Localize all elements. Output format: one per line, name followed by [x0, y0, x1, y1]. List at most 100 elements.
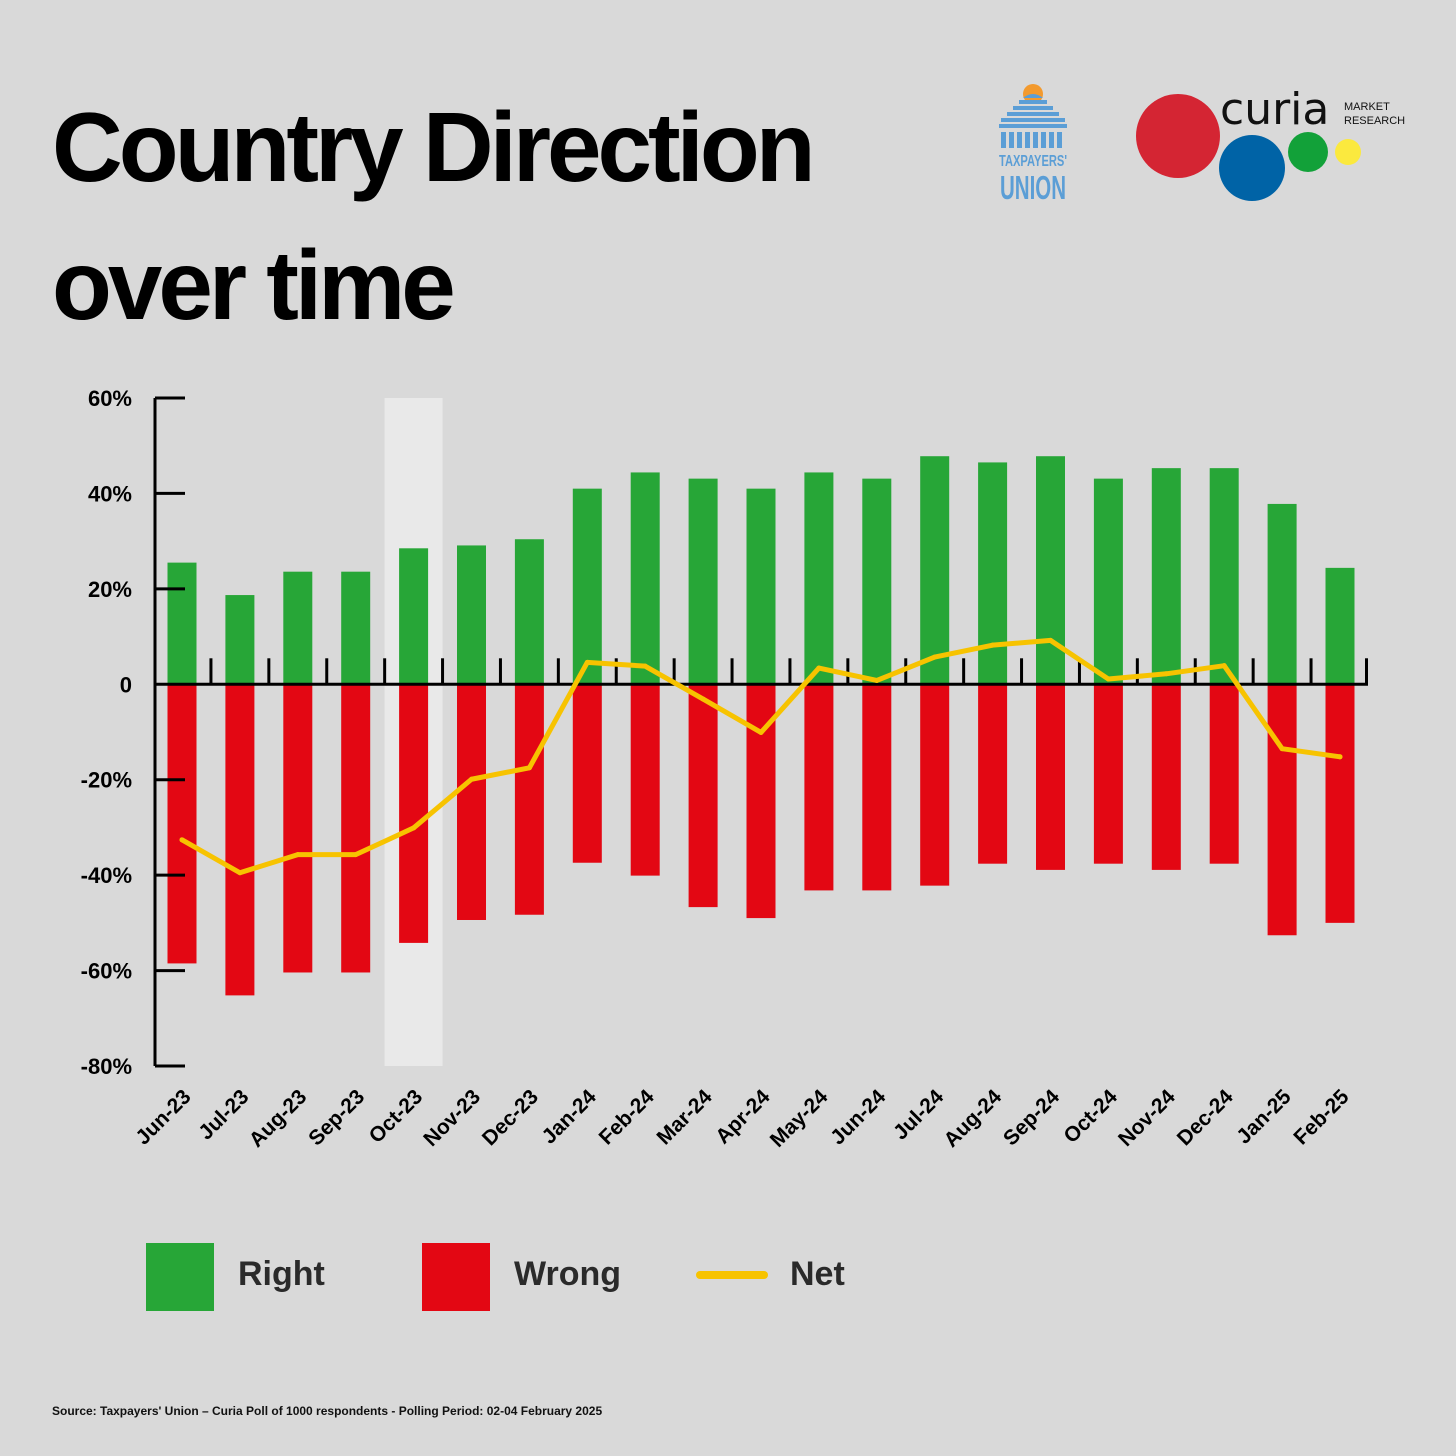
- bar-right-jun-23: [167, 562, 197, 685]
- legend-swatch-wrong: [422, 1243, 490, 1311]
- x-label-jan-24: Jan-24: [538, 1085, 602, 1149]
- net-point-apr-24: [758, 729, 764, 735]
- x-label-oct-24: Oct-24: [1059, 1085, 1122, 1148]
- bar-right-jan-24: [572, 488, 602, 685]
- bar-right-dec-23: [514, 539, 544, 685]
- net-point-oct-24: [1105, 676, 1111, 682]
- bar-wrong-sep-23: [341, 684, 371, 973]
- bar-wrong-feb-24: [630, 684, 660, 876]
- bar-wrong-may-24: [804, 684, 834, 891]
- taxpayers-union-logo: TAXPAYERS' UNION: [999, 84, 1067, 206]
- y-tick-label: -20%: [81, 768, 132, 793]
- bar-wrong-jan-24: [572, 684, 602, 863]
- bar-wrong-oct-23: [399, 684, 429, 943]
- x-label-jan-25: Jan-25: [1232, 1085, 1296, 1149]
- x-label-apr-24: Apr-24: [711, 1085, 775, 1149]
- bar-right-jul-24: [920, 456, 950, 685]
- legend-swatch-right: [146, 1243, 214, 1311]
- x-label-mar-24: Mar-24: [652, 1085, 716, 1149]
- bar-right-aug-23: [283, 571, 313, 685]
- y-tick-label: 40%: [88, 481, 132, 506]
- tu-text-line-1: TAXPAYERS': [999, 153, 1067, 170]
- curia-green-dot: [1288, 132, 1328, 172]
- net-point-nov-24: [1163, 671, 1169, 677]
- curia-blue-dot: [1219, 135, 1285, 201]
- x-label-sep-24: Sep-24: [999, 1085, 1064, 1150]
- legend-line-net: [696, 1271, 768, 1279]
- bar-right-feb-24: [630, 472, 660, 685]
- x-label-dec-23: Dec-23: [478, 1085, 543, 1150]
- net-point-may-24: [816, 665, 822, 671]
- x-label-aug-24: Aug-24: [940, 1085, 1007, 1152]
- bar-wrong-dec-23: [514, 684, 544, 915]
- net-point-aug-24: [990, 642, 996, 648]
- y-tick-label: -40%: [81, 863, 132, 888]
- bar-wrong-oct-24: [1093, 684, 1123, 864]
- x-label-sep-23: Sep-23: [304, 1085, 369, 1150]
- bar-right-aug-24: [978, 462, 1008, 685]
- curia-red-dot: [1136, 94, 1220, 178]
- net-point-jun-24: [874, 677, 880, 683]
- bar-right-mar-24: [688, 478, 718, 685]
- curia-logo: curia MARKET RESEARCH: [1136, 86, 1405, 201]
- x-label-oct-23: Oct-23: [365, 1085, 427, 1147]
- net-point-feb-24: [642, 663, 648, 669]
- bar-wrong-feb-25: [1325, 684, 1355, 923]
- bar-right-feb-25: [1325, 567, 1355, 685]
- legend-label-net: Net: [790, 1255, 845, 1293]
- bar-wrong-dec-24: [1209, 684, 1239, 864]
- bar-right-oct-24: [1093, 478, 1123, 685]
- country-direction-chart: 60%40%20%0-20%-40%-60%-80%Jun-23Jul-23Au…: [81, 386, 1368, 1152]
- bar-right-jun-24: [862, 478, 892, 685]
- bar-wrong-nov-24: [1151, 684, 1181, 870]
- x-label-feb-24: Feb-24: [595, 1085, 659, 1149]
- source-note: Source: Taxpayers' Union – Curia Poll of…: [52, 1404, 603, 1418]
- bar-wrong-jun-23: [167, 684, 197, 964]
- y-tick-label: 20%: [88, 577, 132, 602]
- bar-wrong-aug-23: [283, 684, 313, 973]
- curia-yellow-dot: [1335, 139, 1361, 165]
- bar-wrong-jan-25: [1267, 684, 1297, 936]
- legend-label-right: Right: [238, 1255, 325, 1293]
- x-label-jun-23: Jun-23: [131, 1085, 195, 1149]
- net-point-dec-23: [526, 765, 532, 771]
- net-point-feb-25: [1337, 754, 1343, 760]
- x-label-dec-24: Dec-24: [1173, 1085, 1238, 1150]
- net-point-jul-23: [237, 870, 243, 876]
- title-line-1: Country Direction: [52, 92, 816, 202]
- y-tick-label: -60%: [81, 959, 132, 984]
- bar-wrong-jul-23: [225, 684, 255, 996]
- y-tick-label: 0: [120, 672, 132, 697]
- net-point-dec-24: [1221, 663, 1227, 669]
- x-label-nov-23: Nov-23: [419, 1085, 485, 1151]
- y-tick-label: 60%: [88, 386, 132, 411]
- bar-wrong-jun-24: [862, 684, 892, 891]
- bar-right-dec-24: [1209, 468, 1239, 685]
- net-point-jan-24: [584, 659, 590, 665]
- tu-text-line-2: UNION: [1000, 169, 1066, 206]
- curia-name: curia: [1220, 86, 1329, 135]
- y-tick-label: -80%: [81, 1054, 132, 1079]
- x-label-feb-25: Feb-25: [1289, 1085, 1353, 1149]
- title-line-2: over time: [52, 230, 456, 340]
- curia-sub-1: MARKET: [1344, 101, 1390, 113]
- bar-right-nov-24: [1151, 468, 1181, 685]
- bar-right-jul-23: [225, 595, 255, 685]
- net-point-jul-24: [932, 654, 938, 660]
- legend-label-wrong: Wrong: [514, 1255, 622, 1293]
- x-label-may-24: May-24: [766, 1085, 833, 1152]
- bar-wrong-mar-24: [688, 684, 718, 908]
- net-point-oct-23: [411, 825, 417, 831]
- bar-wrong-sep-24: [1036, 684, 1065, 870]
- net-point-sep-24: [1048, 637, 1053, 643]
- x-label-nov-24: Nov-24: [1114, 1085, 1180, 1151]
- bar-wrong-jul-24: [920, 684, 950, 886]
- bar-right-nov-23: [457, 545, 486, 685]
- net-point-mar-24: [700, 696, 706, 702]
- bar-right-apr-24: [746, 488, 776, 685]
- net-point-nov-23: [469, 776, 474, 782]
- net-point-sep-23: [353, 852, 359, 858]
- bar-right-may-24: [804, 472, 834, 685]
- page-title: Country Direction over time: [52, 78, 816, 354]
- x-label-aug-23: Aug-23: [245, 1085, 312, 1152]
